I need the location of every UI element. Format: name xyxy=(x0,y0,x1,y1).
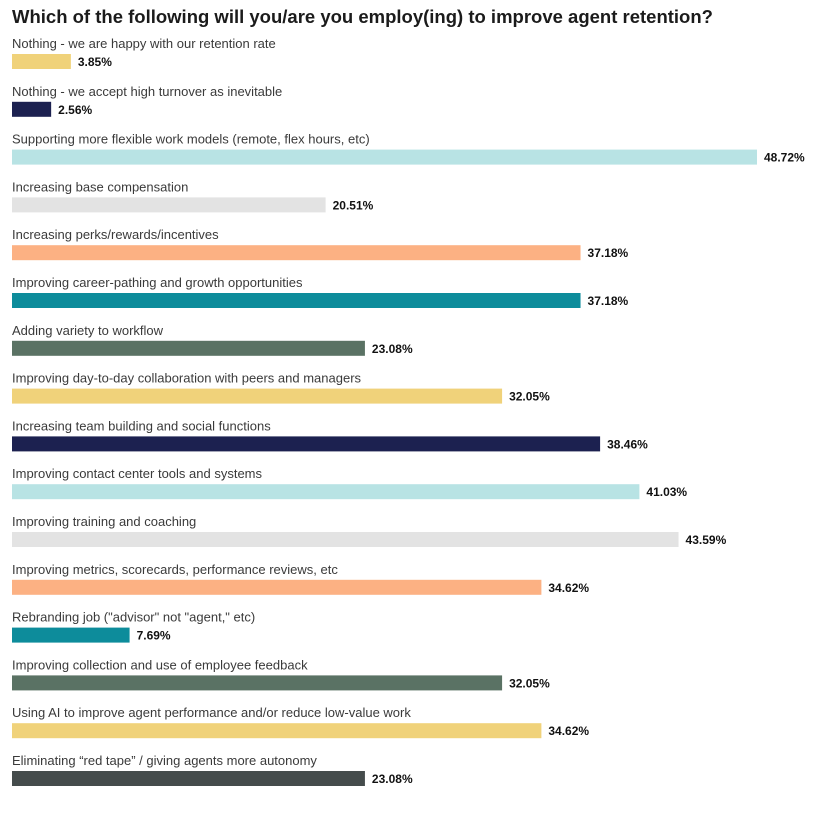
value-label: 2.56% xyxy=(58,103,92,117)
bar xyxy=(12,436,601,452)
value-label: 23.08% xyxy=(372,342,413,356)
bar xyxy=(12,579,542,595)
bar-row: Supporting more flexible work models (re… xyxy=(12,132,805,165)
category-label: Rebranding job ("advisor" not "agent," e… xyxy=(12,610,255,625)
bar-row: Rebranding job ("advisor" not "agent," e… xyxy=(12,610,255,643)
bar-row: Improving collection and use of employee… xyxy=(12,657,550,691)
category-label: Eliminating “red tape” / giving agents m… xyxy=(12,753,317,768)
value-label: 37.18% xyxy=(588,246,629,260)
bar-row: Improving day-to-day collaboration with … xyxy=(12,371,550,404)
value-label: 34.62% xyxy=(548,581,589,595)
value-label: 3.85% xyxy=(78,55,112,69)
value-label: 32.05% xyxy=(509,676,550,690)
bar-row: Increasing perks/rewards/incentives 37.18… xyxy=(12,227,629,261)
bar xyxy=(12,197,326,213)
chart-title: Which of the following will you/are you … xyxy=(12,6,713,27)
category-label: Improving metrics, scorecards, performan… xyxy=(12,562,338,577)
value-label: 34.62% xyxy=(548,724,589,738)
bar-row: Adding variety to workflow 23.08% xyxy=(12,323,413,356)
bar xyxy=(12,388,503,404)
value-label: 43.59% xyxy=(686,533,727,547)
category-label: Improving training and coaching xyxy=(12,514,196,529)
value-label: 20.51% xyxy=(333,198,374,212)
category-label: Improving contact center tools and syste… xyxy=(12,466,263,481)
value-label: 38.46% xyxy=(607,437,648,451)
bar xyxy=(12,484,640,500)
category-label: Increasing team building and social func… xyxy=(12,418,271,433)
bar xyxy=(12,675,503,691)
bar-row: Using AI to improve agent performance an… xyxy=(12,705,589,739)
bar-row: Improving contact center tools and syste… xyxy=(12,466,687,500)
bar-row: Eliminating “red tape” / giving agents m… xyxy=(12,753,413,786)
bar xyxy=(12,149,757,165)
bar xyxy=(12,101,52,117)
bar-row: Improving metrics, scorecards, performan… xyxy=(12,562,589,595)
bar xyxy=(12,723,542,739)
value-label: 48.72% xyxy=(764,151,805,165)
category-label: Using AI to improve agent performance an… xyxy=(12,705,411,720)
bar xyxy=(12,293,581,308)
category-label: Increasing perks/rewards/incentives xyxy=(12,227,219,242)
value-label: 23.08% xyxy=(372,772,413,786)
bar-row: Nothing - we accept high turnover as ine… xyxy=(12,84,282,117)
category-label: Nothing - we accept high turnover as ine… xyxy=(12,84,282,99)
bar xyxy=(12,771,365,786)
bar-row: Increasing base compensation 20.51% xyxy=(12,179,374,213)
category-label: Adding variety to workflow xyxy=(12,323,164,338)
category-label: Improving career-pathing and growth oppo… xyxy=(12,275,303,290)
bar xyxy=(12,532,679,547)
bar xyxy=(12,340,365,356)
category-label: Improving day-to-day collaboration with … xyxy=(12,371,362,386)
bar-row: Improving career-pathing and growth oppo… xyxy=(12,275,629,308)
value-label: 37.18% xyxy=(588,294,629,308)
value-label: 41.03% xyxy=(646,485,687,499)
bar xyxy=(12,245,581,261)
category-label: Increasing base compensation xyxy=(12,179,188,194)
bar-row: Increasing team building and social func… xyxy=(12,418,648,452)
bar xyxy=(12,54,71,69)
category-label: Improving collection and use of employee… xyxy=(12,657,308,672)
value-label: 32.05% xyxy=(509,390,550,404)
bar-row: Nothing - we are happy with our retentio… xyxy=(12,36,276,69)
bar xyxy=(12,627,130,643)
category-label: Nothing - we are happy with our retentio… xyxy=(12,36,276,51)
category-label: Supporting more flexible work models (re… xyxy=(12,132,370,147)
bar-row: Improving training and coaching 43.59% xyxy=(12,514,727,547)
value-label: 7.69% xyxy=(137,629,171,643)
